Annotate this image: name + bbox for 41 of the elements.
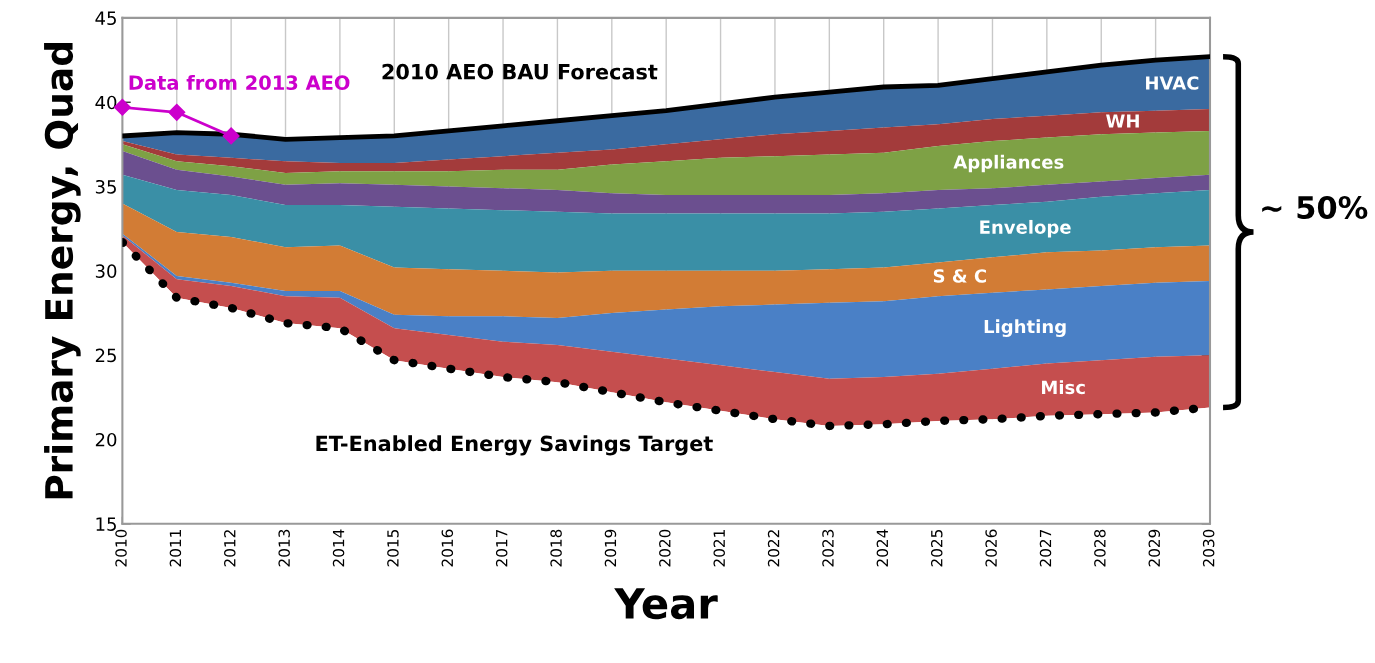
series-label: HVAC [1146, 76, 1199, 90]
series-label: Misc [1042, 380, 1085, 395]
annotation: ET-Enabled Energy Savings Target [316, 435, 713, 456]
x-tick-label: 2019 [604, 529, 617, 567]
x-tick-label: 2011 [169, 530, 182, 567]
x-tick-label: 2015 [387, 529, 399, 567]
x-tick-label: 2017 [495, 529, 508, 567]
x-tick-label: 2024 [876, 529, 889, 567]
x-axis-title: Year [614, 588, 718, 620]
text: ~ 50% [1262, 195, 1368, 219]
series-label: WH [1106, 114, 1139, 128]
y-tick-label: 20 [95, 432, 117, 447]
x-tick-label: 2022 [767, 530, 780, 567]
x-tick-label: 2030 [1202, 529, 1215, 567]
y-tick-label: 35 [95, 179, 116, 194]
y-tick-label: 15 [96, 517, 116, 531]
x-tick-label: 2014 [332, 529, 345, 567]
y-tick-label: 45 [95, 11, 116, 26]
x-tick-label: 2016 [441, 529, 454, 567]
x-tick-label: 2018 [550, 529, 562, 567]
series-label: Appliances [953, 154, 1064, 173]
y-axis-title: Primary Energy, Quad [44, 43, 81, 499]
x-tick-label: 2025 [930, 529, 943, 567]
x-tick-label: 2029 [1148, 529, 1161, 567]
x-tick-label: 2026 [985, 529, 997, 567]
x-tick-label: 2027 [1039, 529, 1052, 567]
x-tick-label: 2010 [115, 529, 127, 567]
series-label: Envelope [980, 219, 1071, 238]
y-tick-label: 25 [95, 348, 116, 363]
series-label: Data from 2013 AEO [129, 74, 350, 91]
x-tick-label: 2020 [659, 529, 671, 567]
y-tick-label: 30 [95, 264, 117, 278]
y-tick-label: 40 [95, 95, 117, 110]
series-label: S & C [933, 269, 986, 283]
x-tick-label: 2023 [822, 529, 834, 567]
x-tick-label: 2028 [1094, 529, 1106, 567]
x-tick-label: 2013 [278, 529, 290, 567]
x-tick-label: 2012 [224, 530, 236, 567]
annotation: 2010 AEO BAU Forecast [382, 63, 658, 80]
series-label: Lighting [984, 319, 1066, 337]
x-tick-label: 2021 [713, 530, 725, 567]
